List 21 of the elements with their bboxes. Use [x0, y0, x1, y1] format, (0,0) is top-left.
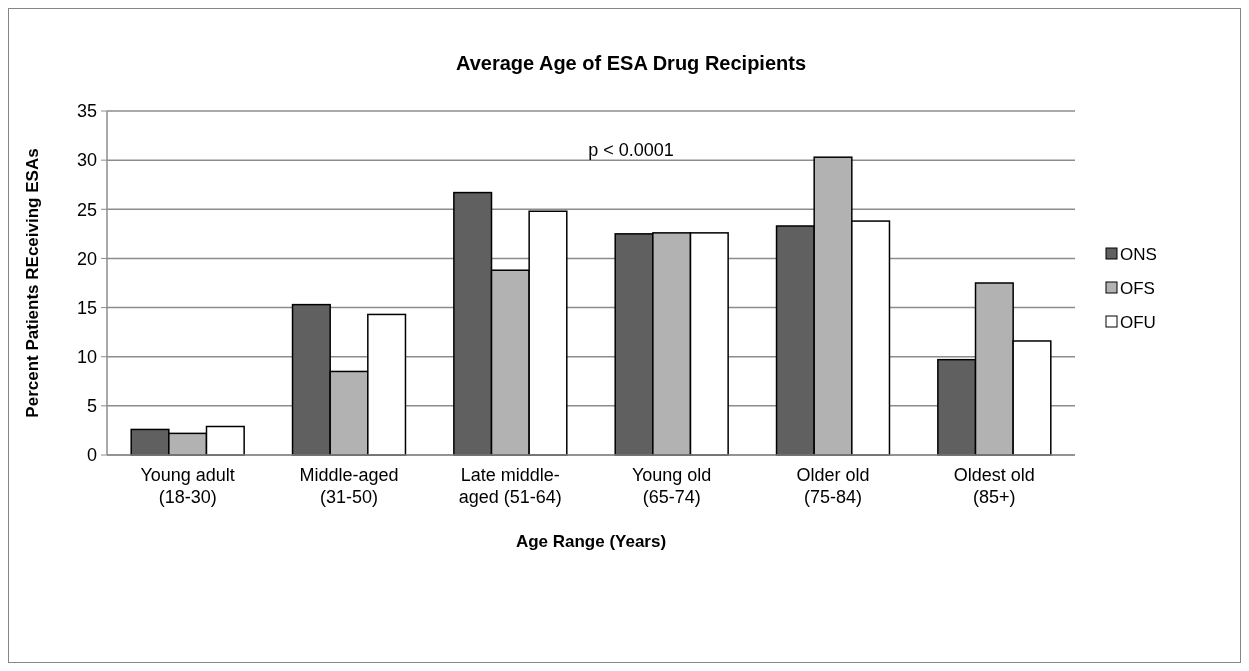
x-tick-label: Oldest old (85+) [953, 465, 1035, 507]
y-axis-title: Percent Patients REceiving ESAs [23, 148, 42, 418]
x-tick-label: Late middle-aged (51-64) [458, 465, 562, 507]
legend-label: OFS [1120, 278, 1155, 298]
x-tick-label: Middle-aged (31-50) [299, 465, 399, 507]
legend-label: ONS [1120, 244, 1157, 264]
y-tick-label: 5 [86, 396, 97, 417]
x-tick-label: Older old (75-84) [796, 465, 870, 507]
chart-title: Average Age of ESA Drug Recipients [455, 52, 807, 74]
legend-label: OFU [1120, 312, 1156, 332]
annotation: p < 0.0001 [588, 140, 674, 160]
y-tick-label: 30 [76, 150, 97, 171]
y-tick-label: 15 [76, 297, 97, 318]
y-tick-label: 25 [76, 199, 97, 220]
y-tick-label: 0 [86, 445, 97, 466]
y-tick-label: 35 [76, 101, 97, 122]
x-tick-label: Young adult (18-30) [140, 465, 235, 507]
y-tick-label: 10 [76, 347, 97, 368]
x-axis-title: Age Range (Years) [515, 532, 667, 551]
x-tick-label: Young old (65-74) [631, 465, 712, 507]
y-tick-label: 20 [76, 248, 97, 269]
